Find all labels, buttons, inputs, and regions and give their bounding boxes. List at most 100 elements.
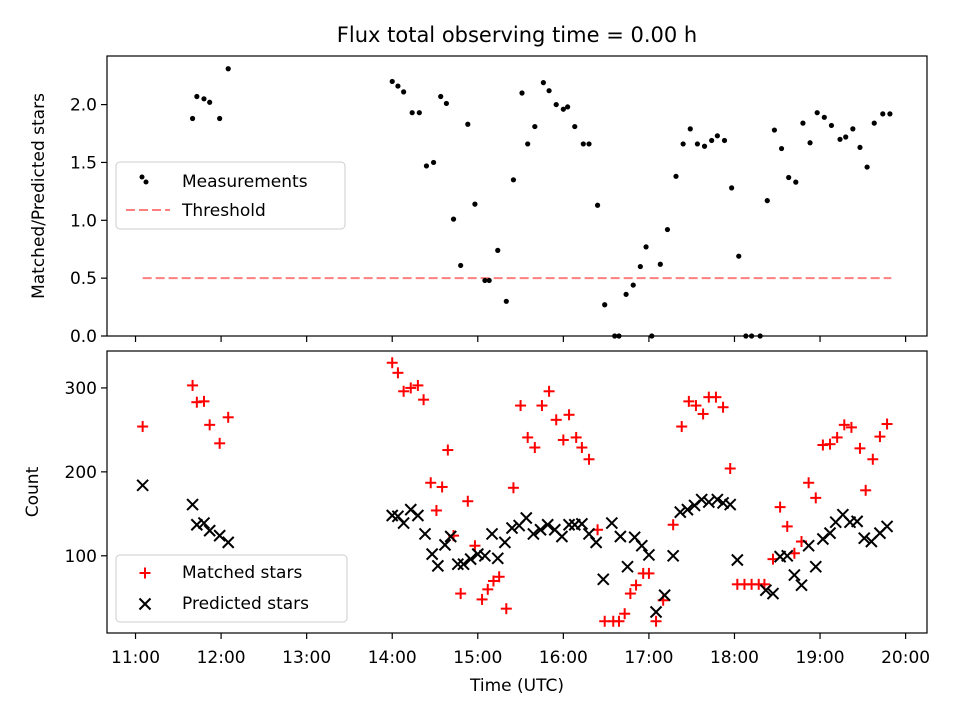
measurement-point: [495, 247, 501, 253]
predicted-point: [589, 536, 603, 549]
matched-point: [717, 401, 729, 413]
legend-label-measurements: Measurements: [182, 172, 308, 192]
measurement-point: [201, 96, 207, 102]
top-y-tick-label: 2.0: [70, 96, 97, 116]
matched-point: [710, 391, 722, 403]
predicted-point: [505, 521, 519, 535]
measurement-point: [701, 143, 708, 149]
matched-point: [442, 444, 454, 456]
predicted-point: [444, 530, 457, 543]
predicted-point: [451, 557, 465, 571]
predicted-point: [555, 530, 569, 543]
matched-point: [522, 431, 534, 443]
predicted-point: [766, 587, 780, 600]
measurement-point: [438, 93, 444, 100]
matched-point: [187, 379, 199, 391]
matched-point: [583, 453, 595, 465]
measurement-point: [430, 159, 437, 166]
matched-point: [874, 431, 886, 443]
measurement-point: [565, 104, 571, 110]
top-y-tick-label: 0.5: [70, 269, 97, 289]
x-tick-label: 12:00: [197, 648, 246, 668]
predicted-point: [471, 547, 484, 561]
matched-point: [860, 484, 872, 496]
matched-point: [392, 367, 404, 379]
predicted-point: [520, 511, 533, 525]
matched-point: [630, 579, 642, 591]
bottom-y-tick-label: 100: [65, 547, 97, 567]
measurement-point: [623, 291, 629, 297]
predicted-point: [438, 538, 452, 552]
matched-point: [529, 442, 541, 454]
matched-point: [412, 379, 424, 391]
bottom-y-axis-label: Count: [23, 466, 43, 517]
measurement-point: [225, 66, 231, 72]
matched-point: [724, 463, 736, 474]
measurement-point: [843, 134, 849, 140]
bottom-legend: Matched stars Predicted stars: [115, 554, 348, 623]
measurement-point: [657, 261, 663, 267]
measurement-point: [580, 141, 586, 147]
matched-point: [683, 395, 695, 407]
predicted-point: [527, 527, 540, 541]
matched-point: [619, 608, 631, 620]
matched-point: [624, 588, 636, 600]
measurement-point: [694, 141, 701, 147]
measurement-point: [525, 141, 531, 147]
measurement-point: [630, 282, 636, 288]
matched-point: [515, 400, 527, 412]
measurement-point: [586, 141, 592, 147]
matched-point: [500, 603, 512, 615]
predicted-point: [186, 498, 199, 511]
predicted-point: [411, 509, 425, 522]
matched-point: [803, 477, 815, 489]
x-axis-label: Time (UTC): [469, 676, 564, 696]
measurement-point: [680, 141, 686, 147]
predicted-point: [498, 536, 512, 549]
legend-label-threshold: Threshold: [181, 201, 266, 221]
matched-point: [563, 409, 575, 421]
measurement-point: [423, 163, 430, 169]
matched-point: [425, 477, 437, 489]
predicted-point: [457, 557, 470, 571]
measurement-point: [443, 100, 450, 107]
predicted-point: [534, 523, 547, 536]
measurement-point: [864, 164, 870, 170]
bottom-y-ticks: 100 200 300: [65, 379, 107, 567]
matched-point: [493, 571, 505, 583]
legend-marker-predicted: [138, 597, 152, 611]
measurement-point: [800, 120, 806, 126]
matched-point: [507, 482, 519, 494]
predicted-point: [575, 517, 589, 531]
top-axes-frame: [106, 55, 928, 337]
matched-point: [650, 615, 662, 627]
measurement-point: [721, 137, 728, 144]
legend-x-marker: [138, 597, 152, 611]
measurement-point: [450, 216, 457, 222]
matched-point: [690, 400, 702, 412]
matched-point: [536, 400, 548, 412]
legend-marker-measurements: [139, 174, 145, 180]
matched-point: [643, 567, 655, 579]
predicted-point: [222, 536, 235, 549]
measurement-point: [880, 111, 886, 117]
predicted-point: [213, 529, 226, 542]
matched-point: [557, 434, 569, 446]
predicted-point: [809, 560, 822, 573]
measurement-point: [546, 88, 552, 94]
predicted-point: [431, 559, 445, 573]
matched-point: [476, 593, 488, 605]
predicted-point: [418, 527, 432, 541]
x-tick-label: 17:00: [624, 648, 673, 668]
matched-point: [430, 504, 442, 516]
bottom-legend-box: [115, 554, 348, 623]
matched-point: [838, 419, 850, 431]
matched-point: [845, 421, 857, 433]
predicted-point: [649, 605, 663, 619]
measurement-point: [401, 89, 407, 95]
measurement-point: [736, 253, 742, 259]
predicted-point: [658, 589, 671, 602]
x-tick-label: 14:00: [368, 648, 417, 668]
measurement-point: [553, 101, 559, 108]
matched-point: [774, 501, 786, 513]
